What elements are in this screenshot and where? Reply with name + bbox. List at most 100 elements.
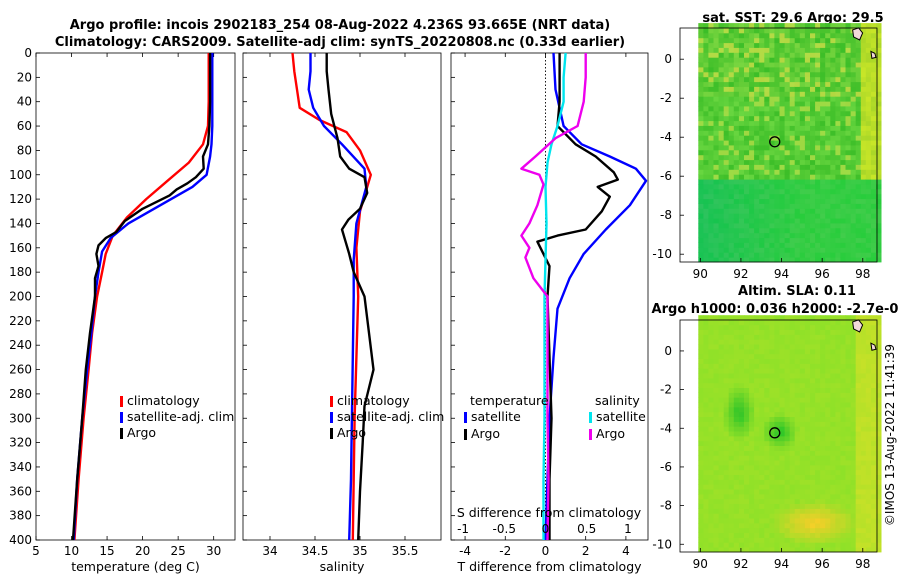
sla-map-title1: Altim. SLA: 0.11 — [738, 284, 856, 299]
temp-ytick-label: 20 — [17, 70, 32, 84]
diff-xlabel: T difference from climatology — [456, 559, 642, 574]
sst_map-xtick-label: 94 — [774, 267, 789, 281]
temp-ytick-label: 120 — [9, 192, 32, 206]
sla_map-xtick-label: 92 — [733, 557, 748, 571]
sla_map-xtick-label: 90 — [693, 557, 708, 571]
sal-legend-0-swatch — [330, 396, 333, 407]
watermark: ©IMOS 13-Aug-2022 11:41:39 — [883, 344, 897, 526]
sst_map-xtick-label: 98 — [855, 267, 870, 281]
temp-axes-box — [35, 52, 236, 541]
temp-ytick-label: 340 — [9, 460, 32, 474]
temp-ytick-label: 160 — [9, 241, 32, 255]
diff-series-t-argo — [536, 53, 619, 540]
sal-legend-1-swatch — [330, 412, 333, 423]
temp-xlabel: temperature (deg C) — [71, 559, 200, 574]
diff-legend-s-sat-label: satellite — [596, 409, 646, 424]
temp-ytick-label: 380 — [9, 509, 32, 523]
diff-xlabel2: S difference from climatology — [457, 505, 642, 520]
diff-legend-t-sat-swatch — [464, 412, 467, 423]
sla_map-cells — [698, 315, 882, 553]
temp-ytick-label: 320 — [9, 436, 32, 450]
temp-xtick-label: 5 — [32, 544, 40, 558]
temp-ytick-label: 220 — [9, 314, 32, 328]
sal-series-argo — [325, 53, 375, 541]
temp-ytick-label: 260 — [9, 363, 32, 377]
sla_map-ytick-label: -6 — [660, 460, 672, 474]
temp-ytick-label: 200 — [9, 290, 32, 304]
sal-legend-1-label: satellite-adj. clim — [337, 409, 444, 424]
temp-ytick-label: 360 — [9, 484, 32, 498]
temp-ytick-label: 400 — [9, 533, 32, 547]
temp-xtick-label: 25 — [171, 544, 186, 558]
title-line1: Argo profile: incois 2902183_254 08-Aug-… — [70, 18, 611, 33]
sal-axes-box — [242, 52, 442, 541]
sla_map-ytick-label: 0 — [664, 344, 672, 358]
diff-legend-s-argo-label: Argo — [596, 426, 625, 441]
sla_map-ytick-label: -2 — [660, 383, 672, 397]
sst_map-cells — [698, 23, 882, 263]
diff-xtick2-label: 0.5 — [577, 522, 596, 536]
title-line2: Climatology: CARS2009. Satellite-adj cli… — [55, 35, 625, 50]
diff-xtick-label: 4 — [622, 544, 630, 558]
difference-panel: -4 -2 0 2 4T difference from climatology S di… — [450, 52, 649, 574]
temp-series-argo — [71, 53, 212, 541]
sst_map-frame — [679, 27, 878, 263]
temperature-panel: 5 10 15 20 25 3002040608010012014016018020022… — [9, 46, 236, 574]
sal-legend-0-label: climatology — [337, 393, 410, 408]
sst-map-panel: 90 92 94 96 98 0 -2 -4 -6 -8 -10 — [652, 23, 882, 281]
temp-ytick-label: 300 — [9, 411, 32, 425]
sst_map-xtick-label: 90 — [693, 267, 708, 281]
sal-legend-2-label: Argo — [337, 425, 366, 440]
diff-xtick-label: -4 — [459, 544, 471, 558]
diff-xtick2-label: -0.5 — [493, 522, 516, 536]
sla-map-title2: Argo h1000: 0.036 h2000: -2.7e-0 — [652, 302, 899, 317]
temp-ytick-label: 100 — [9, 168, 32, 182]
sla_map-island-icon-2 — [870, 342, 877, 351]
temp-ytick-label: 80 — [17, 143, 32, 157]
diff-xtick-label: 2 — [582, 544, 590, 558]
sla_map-ytick-label: -8 — [660, 499, 672, 513]
temp-ytick-label: 180 — [9, 265, 32, 279]
diff-xtick-label: -2 — [499, 544, 511, 558]
temp-legend-1-label: satellite-adj. clim — [127, 409, 234, 424]
sst_map-ytick-label: -6 — [660, 169, 672, 183]
sal-xtick-label: 34 — [262, 544, 277, 558]
temp-ytick-label: 40 — [17, 95, 32, 109]
temp-legend-0-swatch — [120, 396, 123, 407]
temp-legend-0-label: climatology — [127, 393, 200, 408]
diff-legend-left-title: temperature — [470, 393, 549, 408]
sst-map-title: sat. SST: 29.6 Argo: 29.5 — [702, 11, 883, 26]
temp-ytick-label: 240 — [9, 338, 32, 352]
diff-legend-s-sat-swatch — [589, 412, 592, 423]
sal-series-climatology — [291, 52, 372, 541]
sla_map-ytick-label: -4 — [660, 421, 672, 435]
sst_map-argo-marker — [769, 136, 781, 148]
sst_map-ytick-label: -4 — [660, 130, 672, 144]
sla_map-xtick-label: 94 — [774, 557, 789, 571]
sal-xtick-label: 34.5 — [302, 544, 329, 558]
temp-ytick-label: 140 — [9, 216, 32, 230]
sla_map-argo-marker — [769, 427, 781, 439]
temp-xtick-label: 20 — [135, 544, 150, 558]
sla_map-frame — [679, 319, 878, 553]
diff-xtick2-label: 0 — [542, 522, 550, 536]
temp-legend-1-swatch — [120, 412, 123, 423]
diff-xtick2-label: 1 — [624, 522, 632, 536]
sal-legend-2-swatch — [330, 428, 333, 439]
temp-legend-2-swatch — [120, 428, 123, 439]
sla-map-panel: 90 92 94 96 98 0 -2 -4 -6 -8 -10 — [652, 315, 882, 571]
sla_map-ytick-label: -10 — [652, 537, 672, 551]
sla_map-xtick-label: 98 — [855, 557, 870, 571]
sst_map-ytick-label: -10 — [652, 247, 672, 261]
diff-series-s-argo — [520, 53, 587, 541]
sst_map-ytick-label: -8 — [660, 208, 672, 222]
sst_map-island-icon-2 — [870, 50, 877, 60]
sal-xlabel: salinity — [320, 559, 365, 574]
temp-series-satellite-adj--clim — [72, 53, 214, 541]
diff-xtick-label: 0 — [542, 544, 550, 558]
sst_map-xtick-label: 96 — [815, 267, 830, 281]
diff-legend-right-title: salinity — [595, 393, 640, 408]
sal-xtick-label: 35 — [352, 544, 367, 558]
temp-xtick-label: 10 — [64, 544, 79, 558]
